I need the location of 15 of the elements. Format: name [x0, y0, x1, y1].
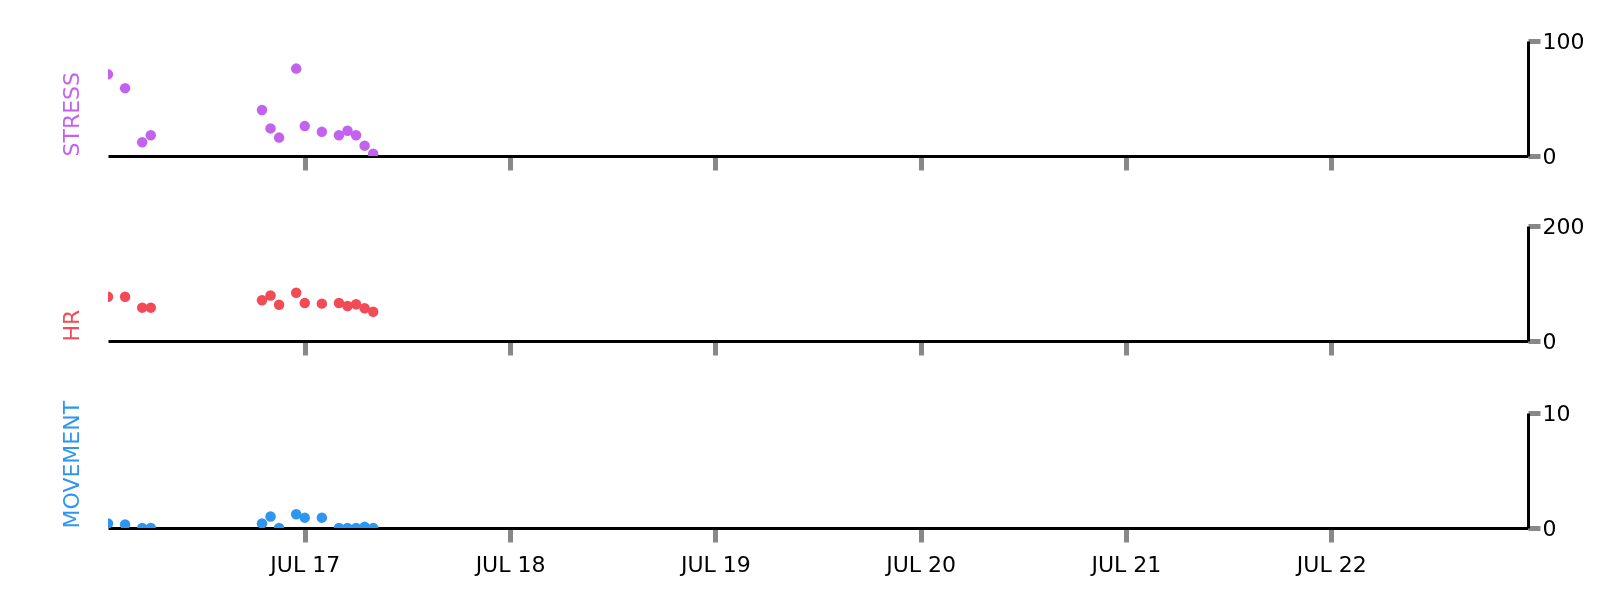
y-axis-title: MOVEMENT: [58, 400, 84, 529]
y-tick-label: 0: [1542, 328, 1557, 354]
y-tick-label: 0: [1542, 143, 1557, 169]
x-tick-label: JUL 20: [884, 551, 957, 577]
x-tick-label: JUL 19: [678, 551, 751, 577]
x-tick-label: JUL 17: [268, 551, 341, 577]
x-tick-label: JUL 21: [1089, 551, 1162, 577]
y-axis-title: HR: [58, 309, 84, 342]
y-axis-title: STRESS: [58, 71, 84, 157]
y-tick-label: 0: [1542, 515, 1557, 541]
x-tick-label: JUL 22: [1294, 551, 1367, 577]
y-tick-label: 200: [1542, 213, 1585, 239]
y-tick-label: 10: [1542, 400, 1571, 426]
x-tick-label: JUL 18: [473, 551, 546, 577]
y-tick-label: 100: [1542, 28, 1585, 54]
